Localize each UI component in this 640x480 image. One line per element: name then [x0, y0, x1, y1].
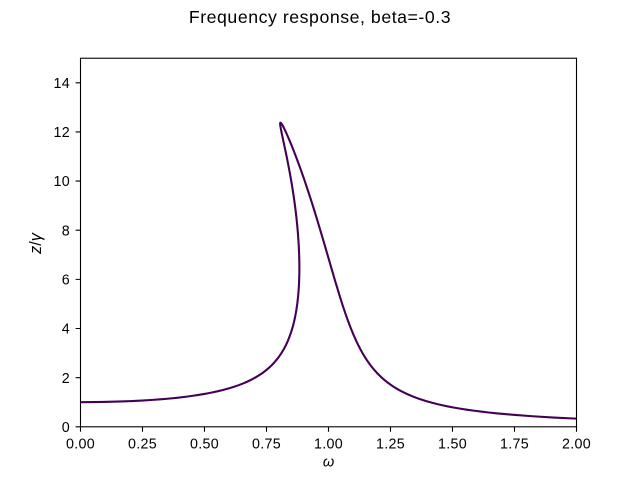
svg-text:z/γ: z/γ: [27, 232, 45, 255]
svg-text:0: 0: [62, 420, 70, 436]
svg-text:1.50: 1.50: [438, 437, 467, 453]
svg-text:1.75: 1.75: [500, 437, 529, 453]
svg-text:2.00: 2.00: [562, 437, 591, 453]
svg-text:Frequency response, beta=-0.3: Frequency response, beta=-0.3: [189, 7, 451, 27]
svg-text:0.75: 0.75: [252, 437, 281, 453]
svg-text:2: 2: [62, 371, 70, 387]
svg-text:0.00: 0.00: [66, 437, 95, 453]
svg-text:14: 14: [53, 76, 70, 92]
svg-text:4: 4: [62, 322, 70, 338]
svg-text:1.00: 1.00: [314, 437, 343, 453]
svg-text:8: 8: [62, 223, 70, 239]
svg-text:1.25: 1.25: [376, 437, 405, 453]
svg-text:0.50: 0.50: [190, 437, 219, 453]
svg-text:10: 10: [53, 174, 70, 190]
svg-text:12: 12: [53, 125, 70, 141]
svg-text:6: 6: [62, 272, 70, 288]
svg-text:ω: ω: [323, 455, 334, 471]
svg-text:0.25: 0.25: [128, 437, 157, 453]
